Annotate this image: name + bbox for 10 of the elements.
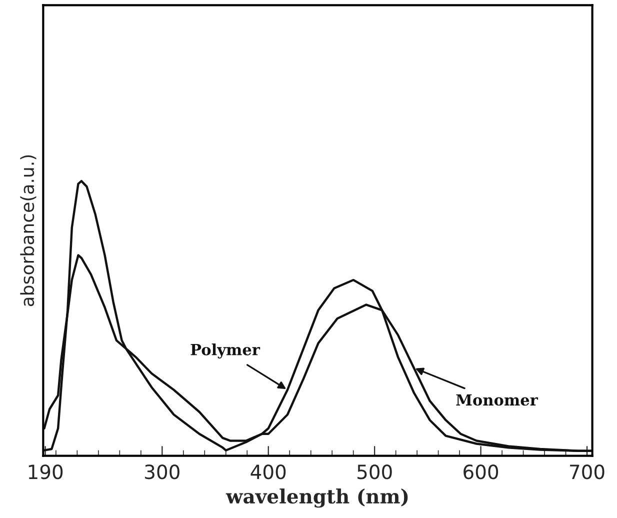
x-tick-label: 700	[570, 464, 604, 480]
text: Polymer	[190, 344, 260, 359]
x-tick-label: 190	[28, 464, 63, 480]
x-tick-label: 400	[250, 464, 286, 480]
series-label: Monomer	[456, 394, 538, 406]
x-tick-label: 600	[464, 464, 498, 480]
x-tick-label: 300	[145, 464, 180, 480]
x-tick-label: 500	[358, 464, 392, 480]
y-axis-title: absorbance(a.u.)	[20, 155, 36, 306]
x-axis-title: wavelength (nm)	[226, 488, 408, 508]
